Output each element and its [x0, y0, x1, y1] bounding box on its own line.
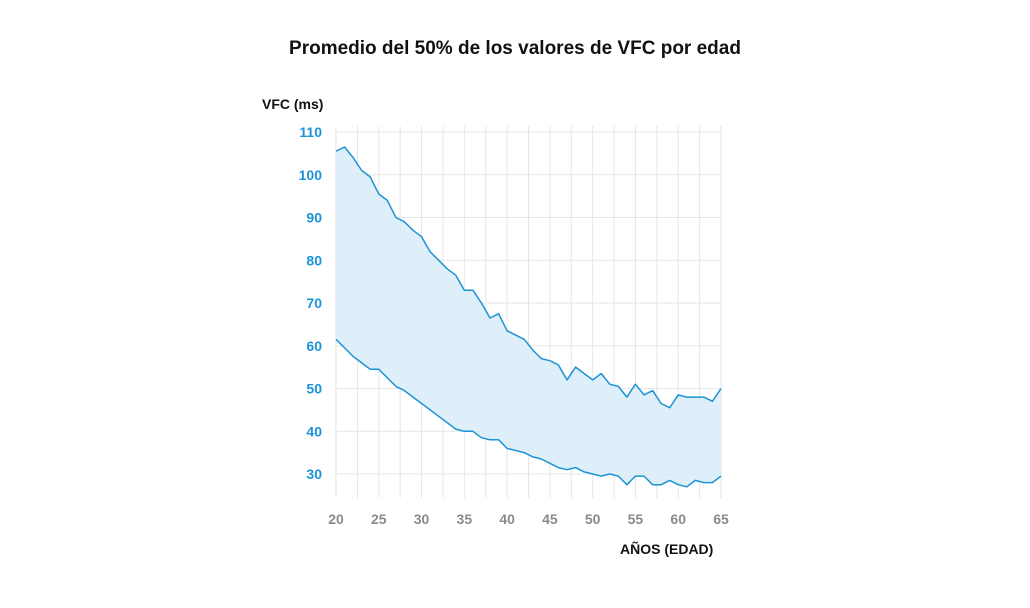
y-tick-label: 80	[306, 252, 322, 268]
x-tick-label: 30	[414, 511, 430, 527]
y-tick-label: 90	[306, 210, 322, 226]
y-axis-label: VFC (ms)	[262, 96, 324, 112]
x-tick-label: 20	[328, 511, 344, 527]
x-tick-label: 55	[628, 511, 644, 527]
x-tick-label: 25	[371, 511, 387, 527]
y-tick-label: 70	[306, 295, 322, 311]
y-tick-label: 60	[306, 338, 322, 354]
x-tick-label: 50	[585, 511, 601, 527]
series-lines	[335, 146, 722, 488]
x-ticks: 20 25 30 35 40 45 50 55 60 65	[328, 511, 729, 527]
range-band	[336, 147, 721, 487]
y-ticks: 30 40 50 60 70 80 90 100 110	[299, 124, 323, 482]
y-tick-label: 30	[306, 466, 322, 482]
chart-title: Promedio del 50% de los valores de VFC p…	[289, 38, 741, 59]
y-tick-label: 40	[306, 423, 322, 439]
series-line-upper	[335, 146, 722, 409]
range-area	[336, 147, 721, 487]
y-tick-label: 110	[299, 124, 322, 140]
x-tick-label: 60	[670, 511, 686, 527]
x-tick-label: 35	[457, 511, 473, 527]
x-tick-label: 45	[542, 511, 558, 527]
x-tick-label: 65	[713, 511, 729, 527]
x-axis-label: AÑOS (EDAD)	[620, 541, 714, 557]
y-tick-label: 50	[306, 381, 322, 397]
y-tick-label: 100	[299, 167, 323, 183]
x-tick-label: 40	[499, 511, 515, 527]
series-line-lower	[335, 338, 722, 488]
